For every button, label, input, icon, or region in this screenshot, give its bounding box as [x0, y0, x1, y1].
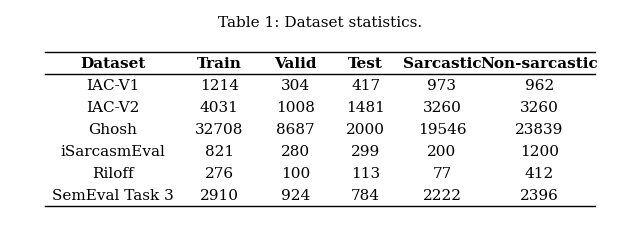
Text: Table 1: Dataset statistics.: Table 1: Dataset statistics. — [218, 16, 422, 30]
